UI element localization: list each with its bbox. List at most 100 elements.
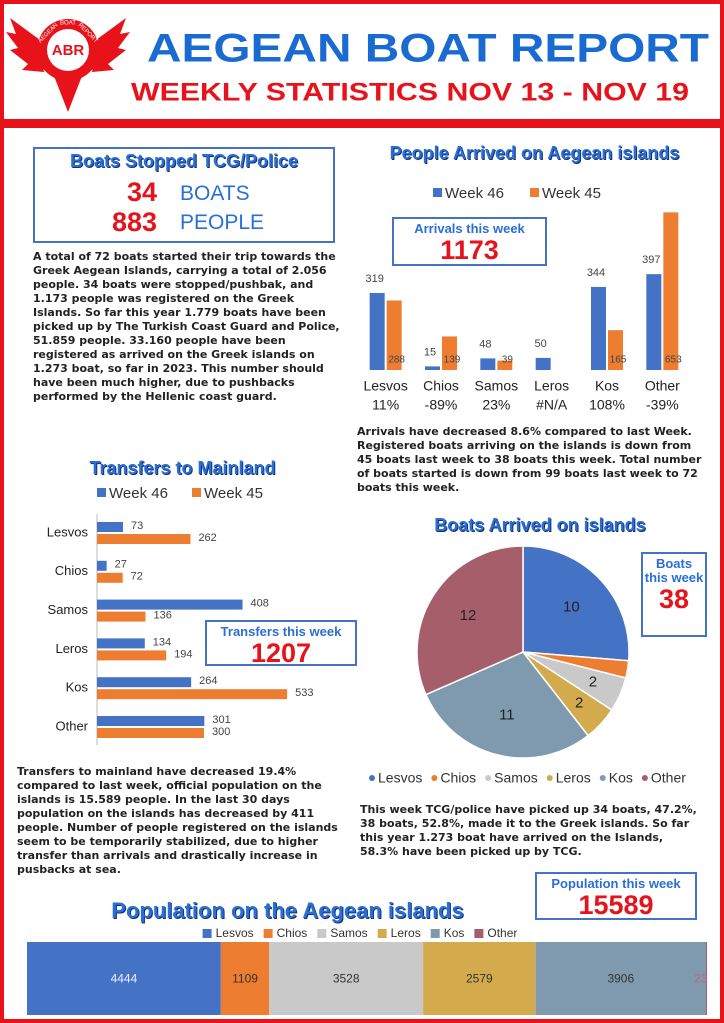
data-label: 300 (212, 726, 230, 738)
stopped-box: Boats Stopped TCG/Police 34 BOATS 883 PE… (33, 147, 335, 243)
pie-slice (424, 651, 590, 759)
legend-label: Week 46 (109, 485, 168, 502)
data-label: 533 (295, 687, 313, 699)
bar-segment (269, 942, 424, 1015)
legend-swatch (599, 775, 606, 781)
pie-slice (416, 545, 524, 696)
callout: Transfers this week 1207 (205, 620, 357, 667)
paragraph: This week TCG/police have picked up 34 b… (360, 803, 697, 858)
bar-segment (705, 942, 707, 1015)
legend-label: Kos (444, 926, 465, 940)
legend-label: Week 46 (445, 185, 504, 202)
legend-swatch (433, 188, 442, 197)
bar (591, 286, 606, 370)
pie-slice (522, 545, 630, 662)
bar (425, 366, 440, 370)
x-tick-label: Kos (595, 378, 619, 394)
paragraph: Transfers to mainland have decreased 19.… (17, 765, 338, 876)
x-tick-label: Leros (534, 378, 569, 394)
stopped-people-label: PEOPLE (180, 211, 265, 234)
y-tick-label: Chios (55, 563, 89, 578)
data-label: 72 (131, 571, 143, 583)
legend-swatch (202, 929, 212, 938)
callout: Boats this week 38 (641, 552, 707, 637)
callout-label: Transfers this week (220, 624, 342, 639)
bar (97, 560, 107, 571)
legend-swatch (317, 929, 327, 938)
data-label: 264 (199, 675, 217, 687)
data-label: 48 (479, 338, 491, 350)
change-label: 23% (482, 397, 510, 413)
data-label: 653 (665, 355, 682, 366)
legend-swatch (485, 775, 492, 781)
change-label: #N/A (536, 397, 568, 413)
bar (97, 716, 205, 726)
data-label: 301 (212, 714, 230, 726)
legend-label: Week 45 (204, 485, 263, 502)
legend-label: Samos (494, 770, 538, 786)
data-label: 12 (460, 607, 477, 624)
x-tick-label: Chios (423, 378, 459, 394)
data-label: 15 (424, 346, 436, 358)
data-label: 344 (587, 267, 605, 279)
data-label: 3906 (607, 972, 634, 986)
y-tick-label: Other (55, 718, 88, 733)
stopped-title: Boats Stopped TCG/Police (69, 151, 299, 171)
data-label: 165 (610, 355, 627, 366)
header-rule (0, 119, 724, 128)
callout-value: 38 (658, 584, 690, 614)
legend-label: Week 45 (542, 185, 601, 202)
x-tick-label: Lesvos (363, 378, 407, 394)
data-label: 50 (535, 338, 547, 350)
data-label: 136 (154, 610, 172, 622)
x-tick-label: Other (645, 378, 680, 394)
bar (608, 330, 623, 370)
bar (442, 336, 457, 370)
legend-label: Leros (391, 926, 421, 940)
logo-text: ABR (52, 42, 85, 59)
data-label: 288 (388, 355, 405, 366)
bar (97, 689, 288, 700)
data-label: 194 (174, 648, 192, 660)
chart-title: Population on the Aegean islands (111, 898, 464, 923)
bar (97, 611, 146, 622)
data-label: 2 (575, 695, 583, 712)
change-label: 108% (589, 397, 625, 413)
legend-swatch (530, 188, 539, 197)
legend-swatch (641, 775, 648, 781)
legend-swatch (546, 775, 553, 781)
legend-label: Lesvos (216, 926, 254, 940)
logo-tail (54, 76, 82, 112)
data-label: 73 (131, 520, 143, 532)
logo-wing-right (92, 18, 130, 72)
bar (97, 599, 243, 610)
legend-label: Other (651, 770, 686, 786)
bar (97, 677, 192, 688)
bar (369, 292, 385, 370)
chart-title: Transfers to Mainland (89, 458, 276, 478)
callout-label: Boats this week (644, 556, 704, 585)
chart-title: People Arrived on Aegean islands (389, 143, 680, 163)
chart-title: Boats Arrived on islands (434, 515, 646, 535)
bar (535, 357, 551, 370)
logo: ABR AEGEAN BOAT REPORT (6, 18, 130, 112)
legend-swatch (263, 929, 273, 938)
bar-segment (535, 942, 706, 1015)
legend-label: Samos (330, 926, 367, 940)
callout-label: Arrivals this week (414, 221, 525, 236)
legend-swatch (97, 488, 106, 497)
paragraph: Arrivals have decreased 8.6% compared to… (357, 425, 702, 494)
legend-label: Other (487, 926, 517, 940)
data-label: 319 (365, 273, 383, 285)
bar (97, 650, 167, 661)
logo-wing-left (6, 18, 44, 72)
callout: Arrivals this week 1173 (392, 217, 547, 266)
legend-swatch (192, 488, 201, 497)
legend-label: Kos (609, 770, 633, 786)
x-tick-label: Samos (475, 378, 519, 394)
data-label: 23 (694, 972, 708, 986)
bar (663, 212, 679, 370)
